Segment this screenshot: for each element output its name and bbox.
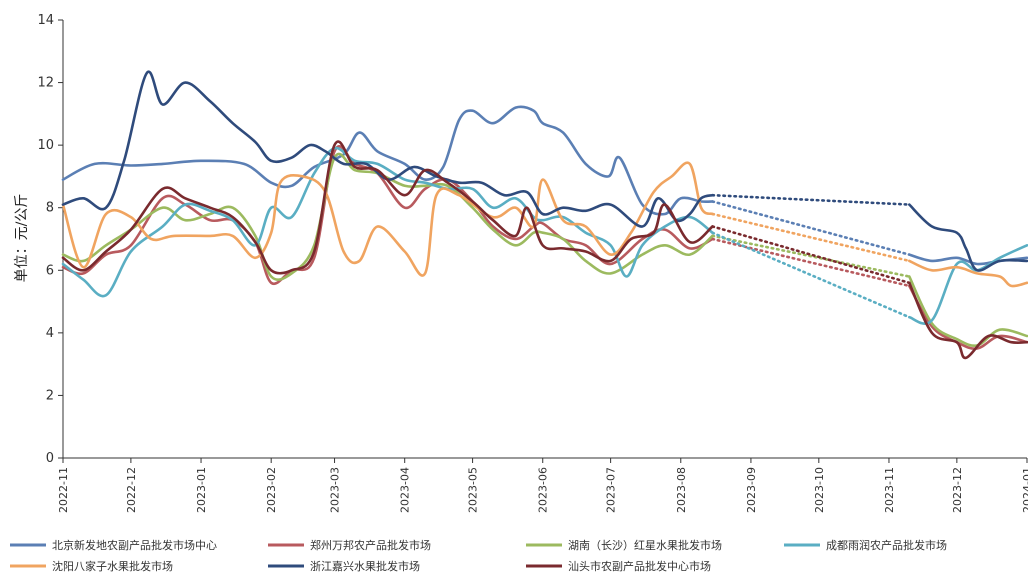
y-tick-label: 4 (46, 326, 54, 341)
x-tick-label: 2023-04 (399, 467, 412, 513)
y-tick-label: 14 (37, 13, 54, 28)
plot-area (61, 70, 1028, 360)
series-gap-dotted (711, 212, 911, 263)
series-3 (61, 152, 1028, 348)
legend-item: 郑州万邦农产品批发市场 (268, 538, 431, 552)
legend-label: 北京新发地农副产品批发市场中心 (52, 538, 217, 552)
series-line (61, 144, 714, 286)
series-gap-dotted (711, 193, 911, 206)
series-line (61, 140, 714, 275)
series-line (61, 105, 714, 216)
series-gap-dotted (711, 234, 911, 278)
series-6 (61, 70, 1028, 272)
y-tick-label: 6 (46, 263, 54, 278)
y-tick-label: 12 (37, 76, 54, 91)
series-line (908, 284, 1028, 350)
legend-item: 沈阳八家子水果批发市场 (10, 559, 173, 573)
legend-label: 成都雨润农产品批发市场 (826, 538, 947, 552)
series-1 (61, 105, 1028, 266)
series-gap-dotted (711, 200, 911, 256)
series-4 (61, 146, 1028, 325)
legend-item: 浙江嘉兴水果批发市场 (268, 559, 420, 573)
x-tick-label: 2023-05 (467, 467, 480, 513)
legend-item: 成都雨润农产品批发市场 (784, 538, 947, 552)
series-line (908, 259, 1028, 288)
x-tick-label: 2023-10 (813, 467, 826, 513)
legend-label: 浙江嘉兴水果批发市场 (310, 559, 420, 573)
y-tick-label: 2 (46, 388, 54, 403)
x-tick-label: 2022-11 (57, 467, 70, 513)
legend-item: 汕头市农副产品批发中心市场 (526, 559, 711, 573)
x-tick-label: 2023-09 (745, 467, 758, 513)
legend-label: 沈阳八家子水果批发市场 (52, 559, 173, 573)
legend-label: 郑州万邦农产品批发市场 (310, 538, 431, 552)
legend-label: 湖南（长沙）红星水果批发市场 (568, 538, 722, 552)
x-tick-label: 2023-01 (195, 467, 208, 513)
series-line (61, 70, 714, 228)
series-line (61, 146, 714, 298)
series-7 (61, 140, 1028, 360)
legend-label: 汕头市农副产品批发中心市场 (568, 559, 711, 573)
x-tick-label: 2023-03 (329, 467, 342, 513)
x-tick-label: 2024-01 (1021, 467, 1028, 513)
series-gap-dotted (711, 225, 911, 285)
series-line (61, 161, 714, 277)
series-line (908, 275, 1028, 348)
series-5 (61, 161, 1028, 288)
y-axis-label: 单位：元/公斤 (14, 194, 30, 283)
y-tick-label: 10 (37, 138, 54, 153)
x-tick-label: 2023-11 (883, 467, 896, 513)
y-tick-label: 0 (46, 451, 54, 466)
series-line (908, 203, 1028, 272)
series-gap-dotted (711, 231, 911, 319)
y-tick-label: 8 (46, 201, 54, 216)
axes: 0 2 4 6 8 10 12 14 2022-11 2022-12 2023-01 2023-02 2… (37, 13, 1028, 513)
x-tick-label: 2022-12 (125, 467, 138, 513)
legend-item: 北京新发地农副产品批发市场中心 (10, 538, 217, 552)
series-line (908, 244, 1028, 325)
x-tick-label: 2023-06 (537, 467, 550, 513)
series-line (908, 281, 1028, 360)
legend-item: 湖南（长沙）红星水果批发市场 (526, 538, 722, 552)
x-tick-label: 2023-12 (951, 467, 964, 513)
x-tick-label: 2023-07 (605, 467, 618, 513)
series-line (61, 152, 714, 281)
legend: 北京新发地农副产品批发市场中心 郑州万邦农产品批发市场 湖南（长沙）红星水果批发市场… (10, 538, 947, 573)
x-tick-label: 2023-02 (265, 467, 278, 513)
x-tick-label: 2023-08 (675, 467, 688, 513)
